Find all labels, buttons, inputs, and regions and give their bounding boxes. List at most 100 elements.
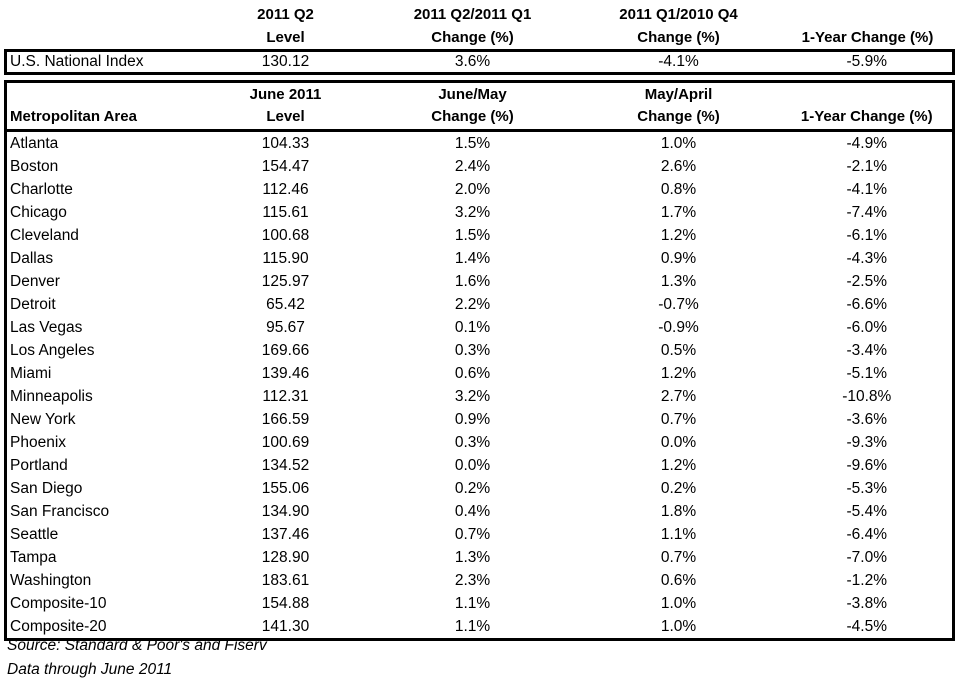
metro-month-change: 1.4% bbox=[454, 249, 491, 267]
metro-yoy-change: -7.4% bbox=[781, 200, 955, 224]
table-row: San Francisco 134.90 0.4% 1.8% -5.4% bbox=[4, 499, 955, 523]
metro-prev-month-change: 0.5% bbox=[660, 341, 697, 359]
q2-q1-change-header: 2011 Q2/2011 Q1 bbox=[413, 6, 532, 23]
metro-level: 166.59 bbox=[261, 410, 310, 428]
metro-yoy-change: -3.8% bbox=[781, 591, 955, 615]
q2-level-header: 2011 Q2 bbox=[257, 6, 314, 23]
metro-yoy-change: -2.1% bbox=[781, 154, 955, 178]
metro-prev-month-change: -0.7% bbox=[658, 295, 699, 313]
metro-month-change: 2.0% bbox=[454, 180, 491, 198]
metro-yoy-change: -4.3% bbox=[781, 246, 955, 270]
metro-level: 155.06 bbox=[261, 479, 310, 497]
metro-month-change: 1.1% bbox=[369, 614, 576, 641]
q2-q1-change-header-sub: Change (%) bbox=[431, 28, 514, 46]
metro-level: 154.47 bbox=[261, 157, 310, 175]
may-april-change-header-sub: Change (%) bbox=[575, 106, 782, 132]
top-header-row-2: Level Change (%) Change (%) 1-Year Chang… bbox=[6, 27, 954, 51]
metro-level: 169.66 bbox=[261, 341, 310, 359]
q2-level-header-sub: Level bbox=[266, 28, 305, 46]
table-row: Charlotte 112.46 2.0% 0.8% -4.1% bbox=[4, 177, 955, 201]
metro-prev-month-change: 0.2% bbox=[660, 479, 697, 497]
metro-month-change: 1.5% bbox=[454, 134, 491, 152]
june-level-header: June 2011 bbox=[249, 86, 322, 103]
metro-month-change: 1.5% bbox=[454, 226, 491, 244]
metro-header-row-1: June 2011 June/May May/April bbox=[4, 81, 955, 106]
top-header-row-1: 2011 Q2 2011 Q2/2011 Q1 2011 Q1/2010 Q4 bbox=[6, 4, 954, 27]
metro-month-change: 1.6% bbox=[454, 272, 491, 290]
table-row: San Diego 155.06 0.2% 0.2% -5.3% bbox=[4, 476, 955, 500]
table-row: Denver 125.97 1.6% 1.3% -2.5% bbox=[4, 269, 955, 293]
metro-yoy-change: -3.6% bbox=[781, 407, 955, 431]
metro-prev-month-change: 0.8% bbox=[660, 180, 697, 198]
metro-level: 134.90 bbox=[261, 502, 310, 520]
metro-level: 112.46 bbox=[262, 180, 309, 198]
metro-prev-month-change: 1.3% bbox=[660, 272, 697, 290]
metro-yoy-change: -9.3% bbox=[781, 430, 955, 454]
table-row: Dallas 115.90 1.4% 0.9% -4.3% bbox=[4, 246, 955, 270]
metro-prev-month-change: 1.2% bbox=[660, 364, 697, 382]
home-price-table-container: 2011 Q2 2011 Q2/2011 Q1 2011 Q1/2010 Q4 … bbox=[4, 4, 955, 641]
metro-prev-month-change: 0.7% bbox=[660, 410, 697, 428]
metropolitan-area-header: Metropolitan Area bbox=[4, 106, 202, 132]
metro-month-change: 0.1% bbox=[454, 318, 491, 336]
metro-level: 139.46 bbox=[261, 364, 310, 382]
metro-prev-month-change: 2.6% bbox=[660, 157, 697, 175]
metro-area-name: Atlanta bbox=[4, 130, 202, 155]
metro-area-name: Composite-20 bbox=[4, 614, 202, 641]
metro-prev-month-change: 1.0% bbox=[660, 594, 697, 612]
national-yoy-header: 1-Year Change (%) bbox=[801, 28, 934, 46]
national-index-qoq: 3.6% bbox=[369, 49, 576, 75]
metro-yoy-change: -4.5% bbox=[781, 614, 955, 641]
table-row: Chicago 115.61 3.2% 1.7% -7.4% bbox=[4, 200, 955, 224]
metro-level: 115.90 bbox=[262, 249, 309, 267]
table-row: Miami 139.46 0.6% 1.2% -5.1% bbox=[4, 361, 955, 385]
june-level-header-sub: Level bbox=[201, 106, 370, 132]
table-row: Phoenix 100.69 0.3% 0.0% -9.3% bbox=[4, 430, 955, 454]
metro-yoy-change: -6.1% bbox=[781, 223, 955, 247]
table-row: Composite-20 141.30 1.1% 1.0% -4.5% bbox=[4, 614, 955, 641]
q1-q4-change-header: 2011 Q1/2010 Q4 bbox=[619, 6, 738, 23]
table-row: Portland 134.52 0.0% 1.2% -9.6% bbox=[4, 453, 955, 477]
metro-yoy-header: 1-Year Change (%) bbox=[781, 106, 955, 132]
national-index-yoy: -5.9% bbox=[781, 49, 955, 75]
metro-yoy-change: -10.8% bbox=[781, 384, 955, 408]
metro-prev-month-change: 1.7% bbox=[660, 203, 697, 221]
metro-month-change: 0.0% bbox=[454, 456, 491, 474]
metro-header-row-2: Metropolitan Area Level Change (%) Chang… bbox=[4, 106, 955, 132]
national-index-prev-q: -4.1% bbox=[575, 49, 782, 75]
metro-yoy-change: -5.4% bbox=[781, 499, 955, 523]
metro-level: 125.97 bbox=[261, 272, 310, 290]
june-may-change-header: June/May bbox=[438, 86, 507, 103]
metro-month-change: 1.1% bbox=[454, 594, 491, 612]
table-row: Boston 154.47 2.4% 2.6% -2.1% bbox=[4, 154, 955, 178]
metro-area-name: Washington bbox=[4, 568, 202, 592]
metro-area-name: Portland bbox=[4, 453, 202, 477]
metro-area-name: Detroit bbox=[4, 292, 202, 316]
table-row: Las Vegas 95.67 0.1% -0.9% -6.0% bbox=[4, 315, 955, 339]
may-april-change-header: May/April bbox=[644, 86, 713, 103]
metro-month-change: 0.9% bbox=[454, 410, 491, 428]
metro-level: 95.67 bbox=[266, 318, 305, 336]
data-through-note: Data through June 2011 bbox=[7, 661, 173, 678]
metro-area-name: Minneapolis bbox=[4, 384, 202, 408]
metro-yoy-change: -1.2% bbox=[781, 568, 955, 592]
metro-prev-month-change: 1.8% bbox=[660, 502, 697, 520]
metro-yoy-change: -2.5% bbox=[781, 269, 955, 293]
table-row: Detroit 65.42 2.2% -0.7% -6.6% bbox=[4, 292, 955, 316]
metro-prev-month-change: 1.2% bbox=[660, 226, 697, 244]
table-row: Cleveland 100.68 1.5% 1.2% -6.1% bbox=[4, 223, 955, 247]
metro-prev-month-change: 1.1% bbox=[660, 525, 697, 543]
metro-prev-month-change: 0.0% bbox=[660, 433, 697, 451]
table-row: Los Angeles 169.66 0.3% 0.5% -3.4% bbox=[4, 338, 955, 362]
metro-level: 183.61 bbox=[261, 571, 310, 589]
metro-yoy-change: -4.9% bbox=[781, 130, 955, 155]
metro-area-name: Boston bbox=[4, 154, 202, 178]
table-row: Composite-10 154.88 1.1% 1.0% -3.8% bbox=[4, 591, 955, 615]
metro-area-name: Dallas bbox=[4, 246, 202, 270]
national-index-row: U.S. National Index 130.12 3.6% -4.1% -5… bbox=[4, 49, 955, 75]
metro-month-change: 0.3% bbox=[454, 341, 491, 359]
national-index-level: 130.12 bbox=[201, 49, 370, 75]
metro-month-change: 2.2% bbox=[454, 295, 491, 313]
metro-level: 115.61 bbox=[262, 203, 309, 221]
metro-prev-month-change: 1.2% bbox=[660, 456, 697, 474]
